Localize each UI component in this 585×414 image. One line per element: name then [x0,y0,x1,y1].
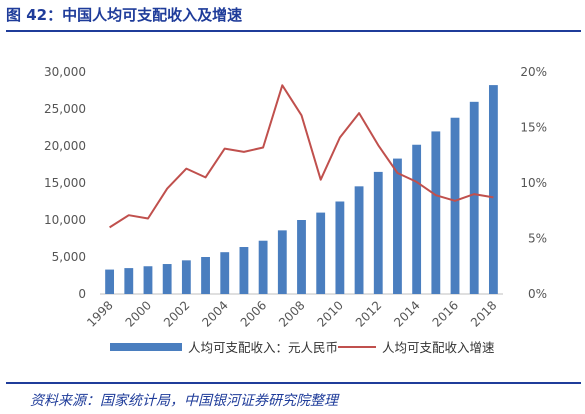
y-left-tick-label: 10,000 [44,213,86,227]
income-bar [431,131,441,294]
income-bar [143,266,153,294]
x-tick-label: 2008 [276,298,307,329]
income-bar [181,260,191,294]
income-chart: 0 5,000 10,000 15,000 20,000 25,000 30,000 0% 5%… [44,65,547,355]
y-right-tick-label: 15% [520,121,547,135]
income-bar [469,101,479,295]
x-tick-label: 2016 [430,298,461,329]
y-left-tick-label: 25,000 [44,102,86,116]
x-tick-label: 2014 [391,298,422,329]
income-bar [258,240,268,294]
income-bar [412,144,422,294]
chart-title: 图 42：中国人均可支配收入及增速 [6,6,243,24]
x-tick-label: 2006 [238,298,269,329]
income-bar [239,247,249,294]
income-bar [335,201,345,294]
x-tick-label: 2002 [161,298,192,329]
x-tick-label: 1998 [84,298,115,329]
income-bar [162,264,172,294]
x-tick-label: 2010 [315,298,346,329]
x-tick-label: 2012 [353,298,384,329]
x-tick-label: 2004 [199,298,230,329]
income-bar [124,268,134,294]
income-bar [450,117,460,295]
y-left-tick-label: 30,000 [44,65,86,79]
y-right-tick-label: 0% [528,287,547,301]
y-left-tick-label: 5,000 [52,250,86,264]
y-left-tick-label: 15,000 [44,176,86,190]
legend-swatch-bar [110,343,182,351]
income-bar [393,158,402,294]
income-bar [354,186,364,294]
x-tick-label: 2000 [123,298,154,329]
income-bar [316,212,326,294]
source-note: 资料来源：国家统计局，中国银河证券研究院整理 [30,393,338,409]
growth-rate-line [109,84,494,229]
income-bar [297,220,306,294]
y-left-tick-label: 20,000 [44,139,86,153]
y-right-tick-label: 20% [520,65,547,79]
legend-label-bar: 人均可支配收入：元人民币 [188,340,338,355]
title-divider [6,30,581,32]
source-divider [6,382,581,384]
income-bar [220,252,230,294]
income-bar [373,171,383,294]
legend: 人均可支配收入：元人民币 人均可支配收入增速 [110,340,495,355]
x-tick-label: 2018 [468,298,499,329]
income-bar [201,257,210,294]
y-right-tick-label: 10% [520,176,547,190]
y-left-tick-label: 0 [78,287,86,301]
income-bar [488,85,498,295]
income-bar [105,269,115,294]
y-right-tick-label: 5% [528,232,547,246]
income-bar [277,230,287,294]
legend-label-line: 人均可支配收入增速 [382,340,495,355]
